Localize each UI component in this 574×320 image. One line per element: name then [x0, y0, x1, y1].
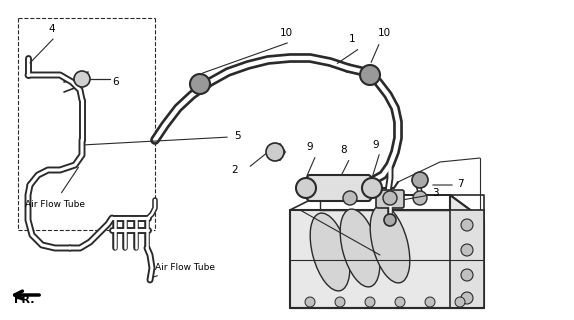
Bar — [450, 210, 484, 308]
Text: 4: 4 — [48, 24, 55, 34]
Circle shape — [412, 172, 428, 188]
Ellipse shape — [340, 209, 380, 287]
Circle shape — [461, 244, 473, 256]
Circle shape — [461, 219, 473, 231]
FancyBboxPatch shape — [376, 190, 404, 208]
Circle shape — [362, 178, 382, 198]
Text: 5: 5 — [234, 131, 241, 141]
Text: Air Flow Tube: Air Flow Tube — [155, 263, 215, 273]
Circle shape — [305, 297, 315, 307]
Circle shape — [360, 65, 380, 85]
Circle shape — [296, 178, 316, 198]
Text: 9: 9 — [373, 140, 379, 150]
Circle shape — [266, 143, 284, 161]
Circle shape — [395, 297, 405, 307]
Circle shape — [425, 297, 435, 307]
Ellipse shape — [310, 213, 350, 291]
Circle shape — [74, 71, 90, 87]
Text: 3: 3 — [432, 188, 439, 198]
Text: 7: 7 — [457, 179, 464, 189]
Text: FR.: FR. — [14, 295, 34, 305]
Circle shape — [461, 292, 473, 304]
Ellipse shape — [370, 205, 410, 283]
Circle shape — [383, 191, 397, 205]
Text: Air Flow Tube: Air Flow Tube — [25, 200, 85, 209]
Circle shape — [461, 269, 473, 281]
Text: 8: 8 — [341, 145, 347, 155]
Circle shape — [343, 191, 357, 205]
Text: 2: 2 — [231, 165, 238, 175]
Circle shape — [365, 297, 375, 307]
Circle shape — [413, 191, 427, 205]
Text: 1: 1 — [348, 34, 355, 44]
FancyBboxPatch shape — [307, 175, 371, 201]
Text: 10: 10 — [378, 28, 391, 38]
Text: 6: 6 — [112, 77, 119, 87]
Text: 9: 9 — [307, 142, 313, 152]
Circle shape — [335, 297, 345, 307]
Polygon shape — [290, 195, 484, 308]
Circle shape — [384, 214, 396, 226]
Text: 10: 10 — [280, 28, 293, 38]
Circle shape — [190, 74, 210, 94]
Circle shape — [455, 297, 465, 307]
